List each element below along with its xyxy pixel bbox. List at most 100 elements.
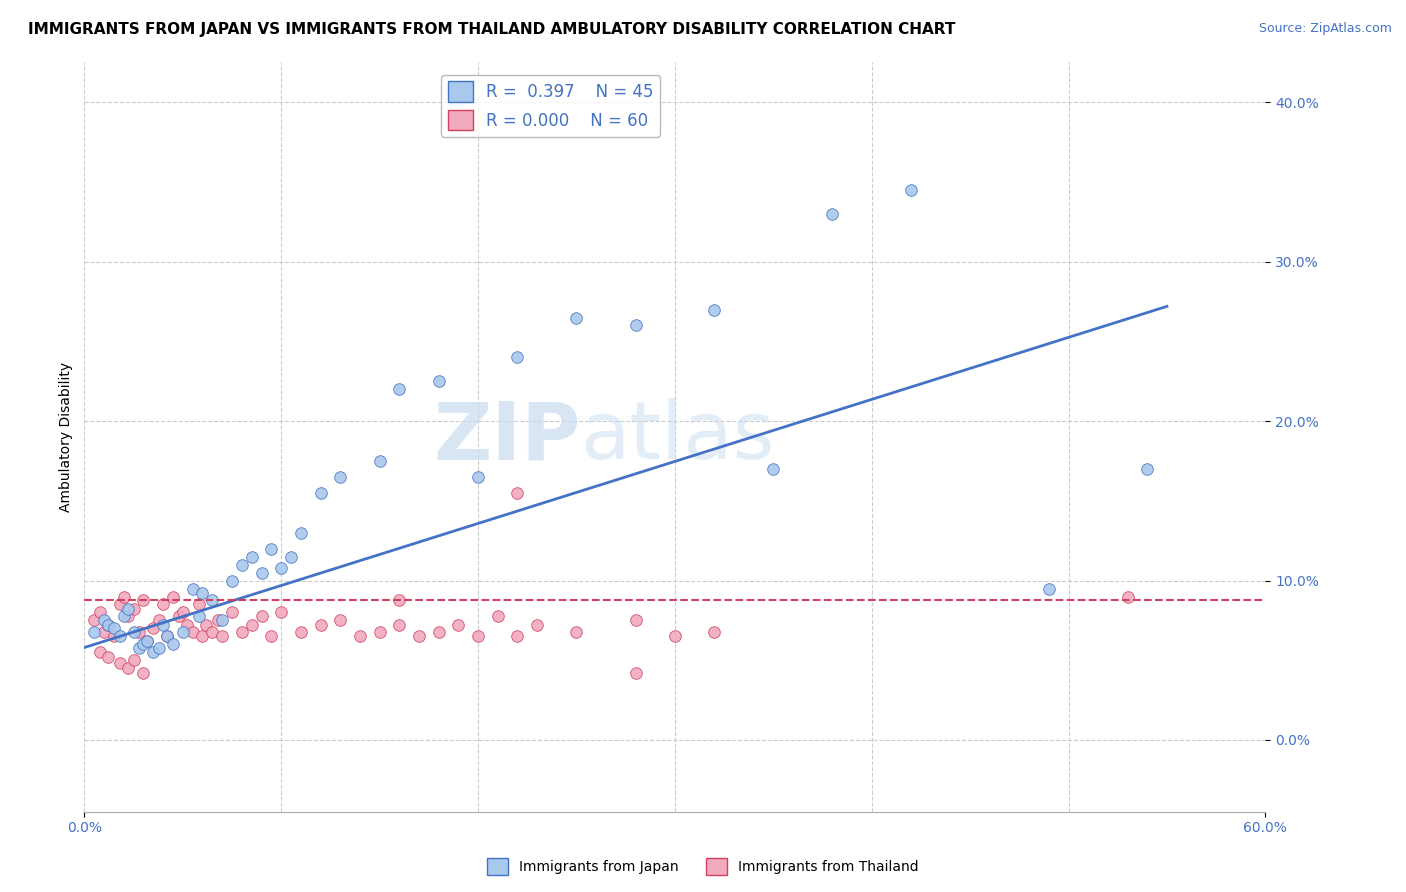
Point [290,624,312,639]
Legend: Immigrants from Japan, Immigrants from Thailand: Immigrants from Japan, Immigrants from T… [481,853,925,880]
Text: Source: ZipAtlas.com: Source: ZipAtlas.com [1258,22,1392,36]
Point [132,666,155,681]
Point [103,621,125,635]
Point [290,525,312,540]
Point [162,590,184,604]
Point [152,618,174,632]
Point [526,618,548,632]
Point [280,549,302,564]
Point [624,666,647,681]
Point [181,624,204,639]
Point [172,606,194,620]
Point [221,606,243,620]
Point [93,614,115,628]
Point [664,629,686,643]
Point [565,310,588,325]
Point [97,618,120,632]
Point [900,183,922,197]
Point [240,549,263,564]
Point [240,618,263,632]
Point [624,318,647,333]
Point [112,590,135,604]
Point [388,382,411,396]
Text: ZIP: ZIP [433,398,581,476]
Point [309,486,332,500]
Point [128,640,150,655]
Point [191,586,214,600]
Point [506,486,529,500]
Point [93,624,115,639]
Point [156,629,179,643]
Point [201,592,224,607]
Text: atlas: atlas [581,398,775,476]
Point [97,650,120,665]
Point [83,624,105,639]
Point [250,608,273,623]
Point [128,624,150,639]
Point [89,645,111,659]
Point [309,618,332,632]
Point [187,598,209,612]
Point [762,462,785,476]
Point [703,624,725,639]
Point [103,629,125,643]
Point [368,454,391,468]
Point [191,629,214,643]
Point [132,592,155,607]
Point [148,614,170,628]
Point [195,618,218,632]
Point [108,657,131,671]
Point [181,582,204,596]
Point [427,624,450,639]
Point [624,614,647,628]
Point [142,621,165,635]
Point [112,608,135,623]
Point [167,608,190,623]
Point [201,624,224,639]
Point [207,614,229,628]
Point [97,618,120,632]
Point [231,558,253,572]
Point [329,470,352,484]
Point [329,614,352,628]
Point [83,614,105,628]
Point [108,598,131,612]
Point [486,608,509,623]
Point [122,653,145,667]
Point [506,629,529,643]
Point [187,608,209,623]
Point [447,618,470,632]
Point [821,207,844,221]
Point [148,640,170,655]
Point [427,374,450,388]
Point [467,629,489,643]
Point [117,602,139,616]
Point [565,624,588,639]
Point [117,608,139,623]
Point [260,629,283,643]
Point [221,574,243,588]
Point [132,637,155,651]
Point [152,598,174,612]
Point [136,634,159,648]
Point [270,561,292,575]
Point [211,614,233,628]
Y-axis label: Ambulatory Disability: Ambulatory Disability [59,362,73,512]
Point [388,618,411,632]
Point [388,592,411,607]
Point [703,302,725,317]
Point [1116,590,1139,604]
Point [467,470,489,484]
Point [211,629,233,643]
Point [1136,462,1159,476]
Point [231,624,253,639]
Point [117,661,139,675]
Point [260,541,283,556]
Point [108,629,131,643]
Point [176,618,198,632]
Point [349,629,371,643]
Text: IMMIGRANTS FROM JAPAN VS IMMIGRANTS FROM THAILAND AMBULATORY DISABILITY CORRELAT: IMMIGRANTS FROM JAPAN VS IMMIGRANTS FROM… [28,22,956,37]
Point [122,602,145,616]
Legend: R =  0.397    N = 45, R = 0.000    N = 60: R = 0.397 N = 45, R = 0.000 N = 60 [441,75,661,136]
Point [506,351,529,365]
